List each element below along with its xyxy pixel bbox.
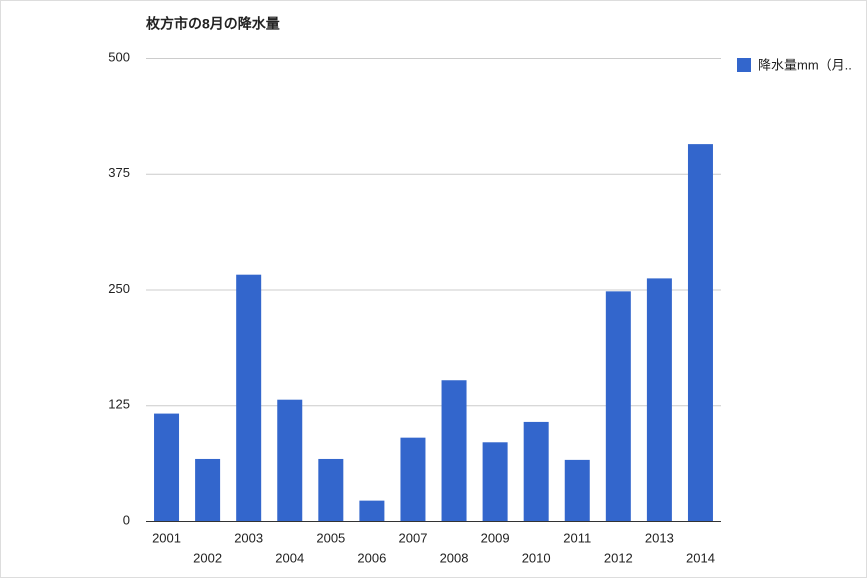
legend-swatch <box>737 58 751 72</box>
x-tick-label: 2014 <box>686 550 715 565</box>
x-tick-label: 2002 <box>193 550 222 565</box>
x-tick-label: 2007 <box>399 530 428 545</box>
bar <box>195 458 221 521</box>
x-tick-label: 2008 <box>440 550 469 565</box>
y-tick-label: 125 <box>108 397 130 412</box>
legend-label: 降水量mm（月.. <box>758 57 852 72</box>
bar <box>605 291 631 521</box>
bar <box>318 458 344 521</box>
x-tick-label: 2012 <box>604 550 633 565</box>
y-tick-label: 250 <box>108 281 130 296</box>
bar <box>277 399 303 521</box>
y-tick-label: 375 <box>108 165 130 180</box>
bar <box>400 437 426 521</box>
bar <box>236 274 262 521</box>
x-tick-label: 2013 <box>645 530 674 545</box>
bar <box>646 278 672 521</box>
x-tick-label: 2010 <box>522 550 551 565</box>
x-tick-label: 2009 <box>481 530 510 545</box>
y-tick-label: 0 <box>123 512 130 527</box>
bar <box>359 500 385 521</box>
bar <box>482 442 508 521</box>
chart-title: 枚方市の8月の降水量 <box>146 16 280 32</box>
x-tick-label: 2005 <box>316 530 345 545</box>
bar <box>687 144 713 522</box>
bar <box>154 413 180 521</box>
x-tick-label: 2004 <box>275 550 304 565</box>
bar <box>564 459 590 521</box>
x-tick-label: 2006 <box>357 550 386 565</box>
y-tick-label: 500 <box>108 49 130 64</box>
bar <box>441 380 467 521</box>
x-tick-label: 2011 <box>563 530 591 545</box>
x-tick-label: 2003 <box>234 530 263 545</box>
x-tick-label: 2001 <box>152 530 181 545</box>
bar <box>523 421 549 521</box>
